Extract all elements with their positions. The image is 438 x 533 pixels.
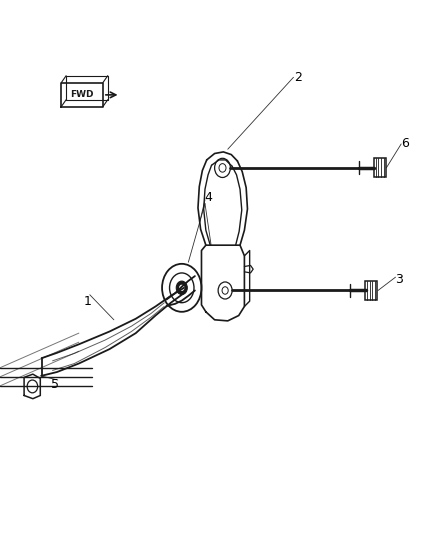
Bar	[374, 158, 386, 177]
Text: 2: 2	[294, 71, 302, 84]
Bar	[365, 281, 377, 300]
Text: 4: 4	[204, 191, 212, 204]
Circle shape	[180, 286, 184, 290]
Text: FWD: FWD	[71, 91, 94, 99]
Text: 1: 1	[84, 295, 92, 308]
Circle shape	[176, 281, 187, 295]
Text: 6: 6	[401, 138, 409, 150]
Text: 3: 3	[395, 273, 403, 286]
Text: 5: 5	[51, 378, 59, 391]
